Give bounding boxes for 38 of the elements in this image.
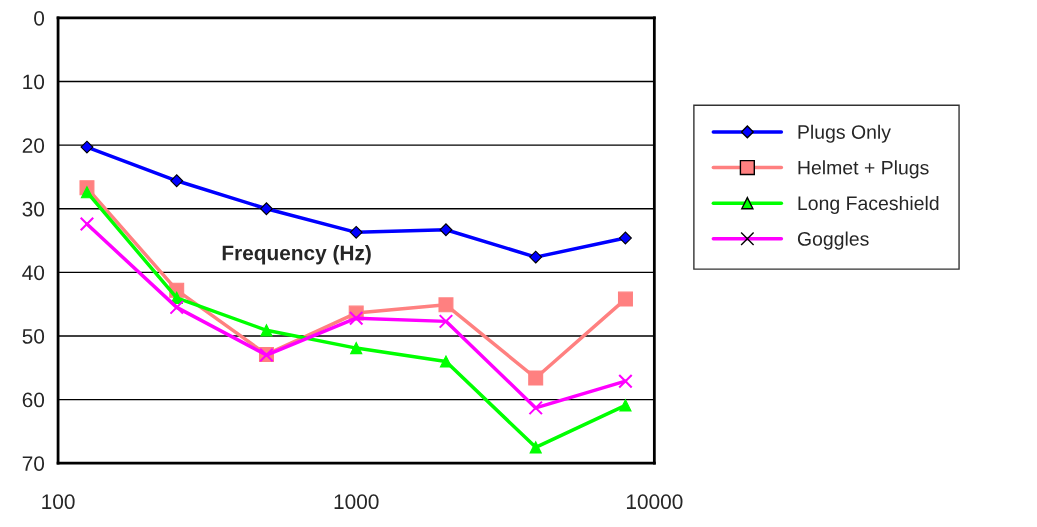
x-axis-title: Frequency (Hz) (222, 245, 371, 265)
point (529, 441, 542, 454)
point (617, 291, 633, 307)
point (349, 225, 363, 239)
point (438, 297, 454, 313)
x-tick-label: 100 (42, 494, 75, 510)
point (80, 186, 94, 199)
point (79, 216, 95, 232)
point (348, 310, 364, 326)
y-tick-label: 60 (22, 392, 45, 408)
y-tick-label: 40 (22, 265, 45, 281)
point (439, 223, 453, 237)
point (529, 250, 543, 264)
point (619, 399, 632, 412)
y-tick-label: 10 (23, 74, 45, 90)
point (528, 370, 544, 386)
point (80, 140, 94, 154)
y-tick-label: 30 (22, 201, 45, 217)
point (260, 324, 273, 337)
x-tick-label: 10000 (626, 494, 683, 510)
y-tick-label: 50 (22, 329, 45, 344)
point (350, 341, 363, 355)
x-tick-label: 1000 (334, 494, 379, 510)
point (170, 174, 184, 188)
point (618, 373, 633, 389)
y-tick-label: 70 (22, 456, 45, 471)
point (169, 300, 184, 315)
point (438, 314, 454, 329)
y-tick-label: 0 (34, 10, 45, 26)
y-tick-label: 20 (22, 138, 45, 153)
point (260, 202, 273, 216)
legend-label: Plugs Only (798, 124, 891, 143)
legend-label: Goggles (797, 231, 869, 250)
point (439, 355, 453, 368)
legend-label: Long Faceshield (798, 195, 939, 215)
legend-label: Helmet + Plugs (798, 160, 929, 179)
point (619, 231, 632, 245)
point (528, 400, 543, 416)
